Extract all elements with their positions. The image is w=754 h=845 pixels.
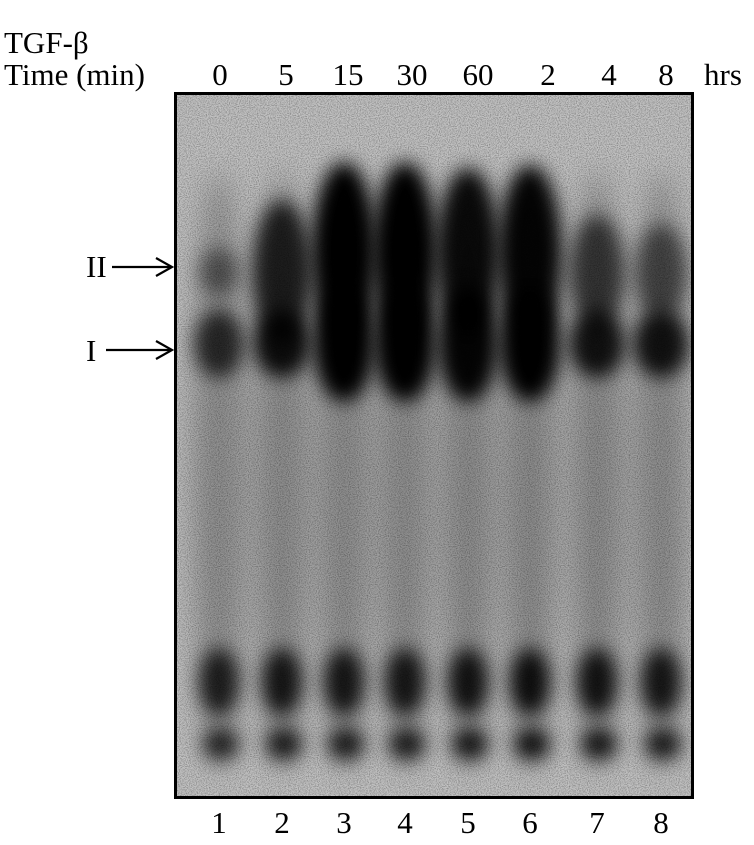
- time-label-lane-5: 60: [462, 57, 494, 92]
- hours-unit-label: hrs: [704, 57, 742, 92]
- gel-grain: [174, 92, 694, 799]
- lane-number-6: 6: [522, 805, 538, 840]
- lane-number-2: 2: [274, 805, 290, 840]
- time-label-lane-1: 0: [212, 57, 228, 92]
- time-axis-label: Time (min): [4, 57, 145, 92]
- time-label-lane-4: 30: [396, 57, 428, 92]
- lane-number-8: 8: [653, 805, 669, 840]
- lane-number-1: 1: [211, 805, 227, 840]
- time-label-lane-3: 15: [332, 57, 364, 92]
- time-label-lane-6: 2: [540, 57, 556, 92]
- lane-number-4: 4: [397, 805, 413, 840]
- band-II-arrow-icon: [112, 257, 175, 277]
- time-label-lane-7: 4: [601, 57, 617, 92]
- treatment-label: TGF-β: [4, 25, 89, 60]
- band-I-label: I: [86, 333, 97, 368]
- lane-number-3: 3: [336, 805, 352, 840]
- time-label-lane-2: 5: [278, 57, 294, 92]
- lane-number-7: 7: [589, 805, 605, 840]
- gel-border: [174, 92, 694, 799]
- band-II-label: II: [86, 249, 107, 284]
- lane-number-5: 5: [460, 805, 476, 840]
- band-I-arrow-icon: [106, 340, 175, 360]
- gel-image: [174, 92, 694, 799]
- time-label-lane-8: 8: [658, 57, 674, 92]
